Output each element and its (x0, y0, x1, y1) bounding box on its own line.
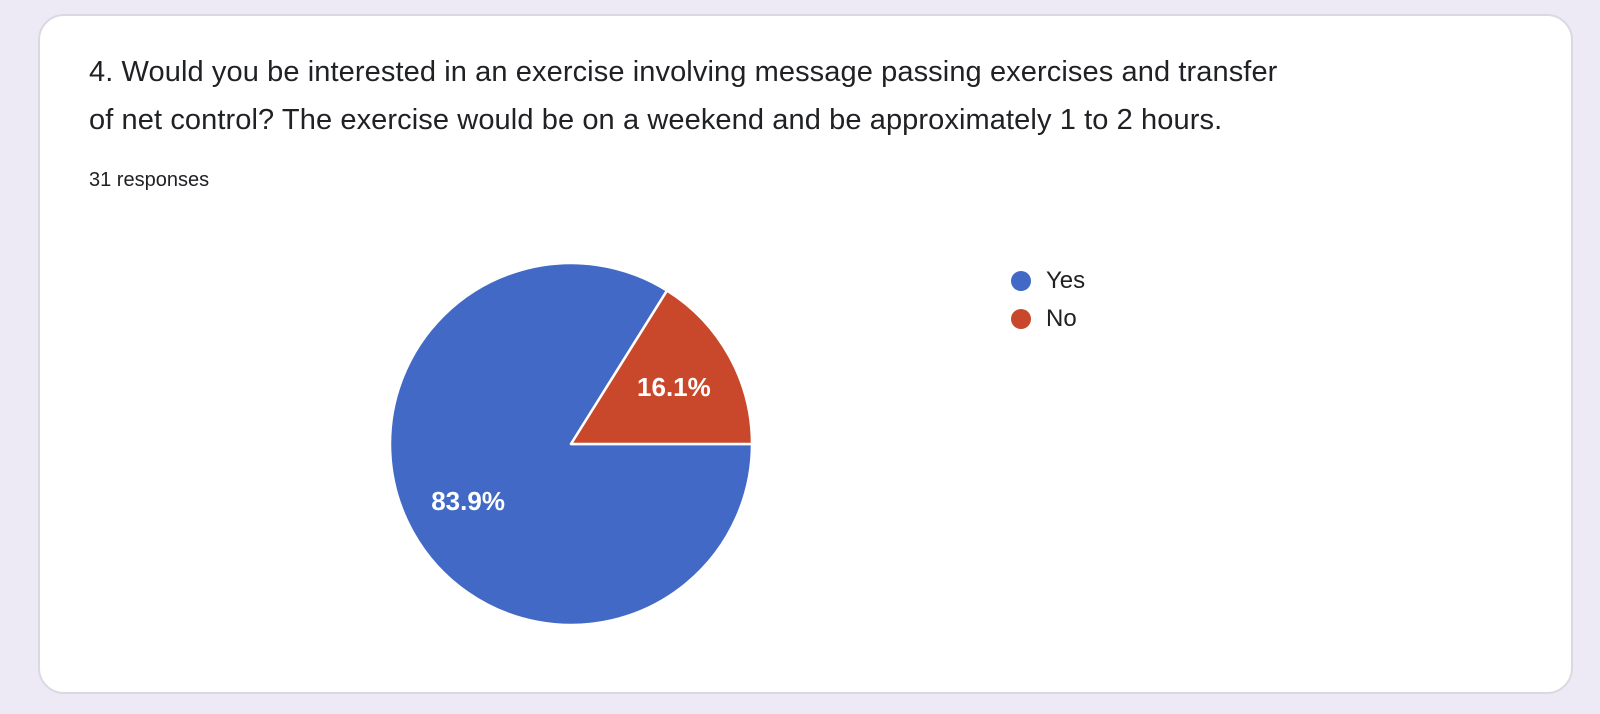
question-title-line-1: 4. Would you be interested in an exercis… (89, 56, 1278, 88)
legend-item-yes: Yes (1011, 262, 1085, 300)
legend-label: Yes (1046, 267, 1086, 294)
chart-legend: Yes No (1011, 262, 1085, 338)
legend-color-dot (1011, 271, 1031, 291)
legend-color-dot (1011, 309, 1031, 329)
question-title: 4. Would you be interested in an exercis… (89, 48, 1277, 144)
pie-slice-label-no: 16.1% (637, 372, 711, 402)
pie-slice-no (569, 289, 754, 446)
legend-item-no: No (1011, 300, 1085, 338)
response-card: 4. Would you be interested in an exercis… (38, 14, 1573, 694)
pie-chart: 83.9% 16.1% (388, 261, 754, 627)
pie-slice-label-yes: 83.9% (431, 486, 505, 516)
responses-count: 31 responses (89, 169, 210, 191)
question-title-line-2: of net control? The exercise would be on… (89, 104, 1223, 136)
legend-label: No (1046, 305, 1077, 332)
